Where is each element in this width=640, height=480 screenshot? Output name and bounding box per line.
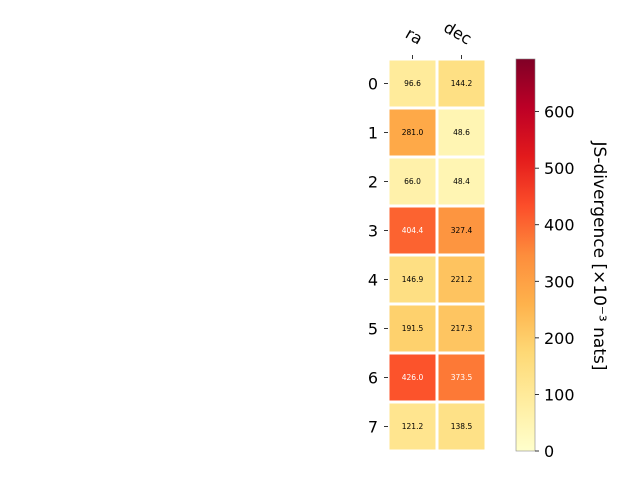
cell-value-label: 144.2 (451, 79, 473, 88)
colorbar-tick-label: 200 (544, 329, 575, 348)
heatmap-cell (435, 204, 488, 257)
cell-value-label: 191.5 (402, 324, 424, 333)
row-label: 3 (368, 222, 378, 241)
row-label: 5 (368, 320, 378, 339)
column-label: dec (441, 18, 475, 49)
colorbar-tick-label: 100 (544, 385, 575, 404)
heatmap-cell (435, 302, 488, 355)
heatmap-cell (435, 351, 488, 404)
row-label: 7 (368, 418, 378, 437)
heatmap-cell (435, 400, 488, 453)
colorbar-tick-label: 400 (544, 216, 575, 235)
colorbar-label: JS-divergence [×10⁻³ nats] (589, 141, 609, 371)
colorbar-gradient (515, 58, 536, 452)
row-label: 0 (368, 75, 378, 94)
colorbar-tick-label: 500 (544, 159, 575, 178)
cell-value-label: 48.6 (453, 128, 470, 137)
colorbar-tick-label: 0 (544, 442, 554, 461)
cell-value-label: 96.6 (404, 79, 421, 88)
colorbar-tick-label: 600 (544, 103, 575, 122)
cell-value-label: 281.0 (402, 128, 424, 137)
heatmap-cell (435, 155, 488, 208)
cell-value-label: 66.0 (404, 177, 421, 186)
cell-value-label: 217.3 (451, 324, 473, 333)
colorbar-tick-label: 300 (544, 272, 575, 291)
cell-value-label: 48.4 (453, 177, 470, 186)
cell-value-label: 426.0 (402, 373, 424, 382)
cell-value-label: 138.5 (451, 422, 473, 431)
row-label: 1 (368, 124, 378, 143)
cell-value-label: 373.5 (451, 373, 473, 382)
column-label: ra (402, 24, 426, 49)
row-label: 4 (368, 271, 378, 290)
cell-value-label: 221.2 (451, 275, 473, 284)
heatmap-cell (435, 57, 488, 110)
colorbar: JS-divergence [×10⁻³ nats] 0 100 200 300 400… (515, 58, 609, 461)
row-label: 2 (368, 173, 378, 192)
cell-value-label: 121.2 (402, 422, 424, 431)
heatmap: 96.6 144.2 281.0 48.6 66.0 48.4 404.4 327.4 146.… (368, 18, 488, 453)
cell-value-label: 146.9 (402, 275, 424, 284)
heatmap-cell (435, 253, 488, 306)
cell-value-label: 404.4 (402, 226, 424, 235)
cell-value-label: 327.4 (451, 226, 473, 235)
row-label: 6 (368, 369, 378, 388)
